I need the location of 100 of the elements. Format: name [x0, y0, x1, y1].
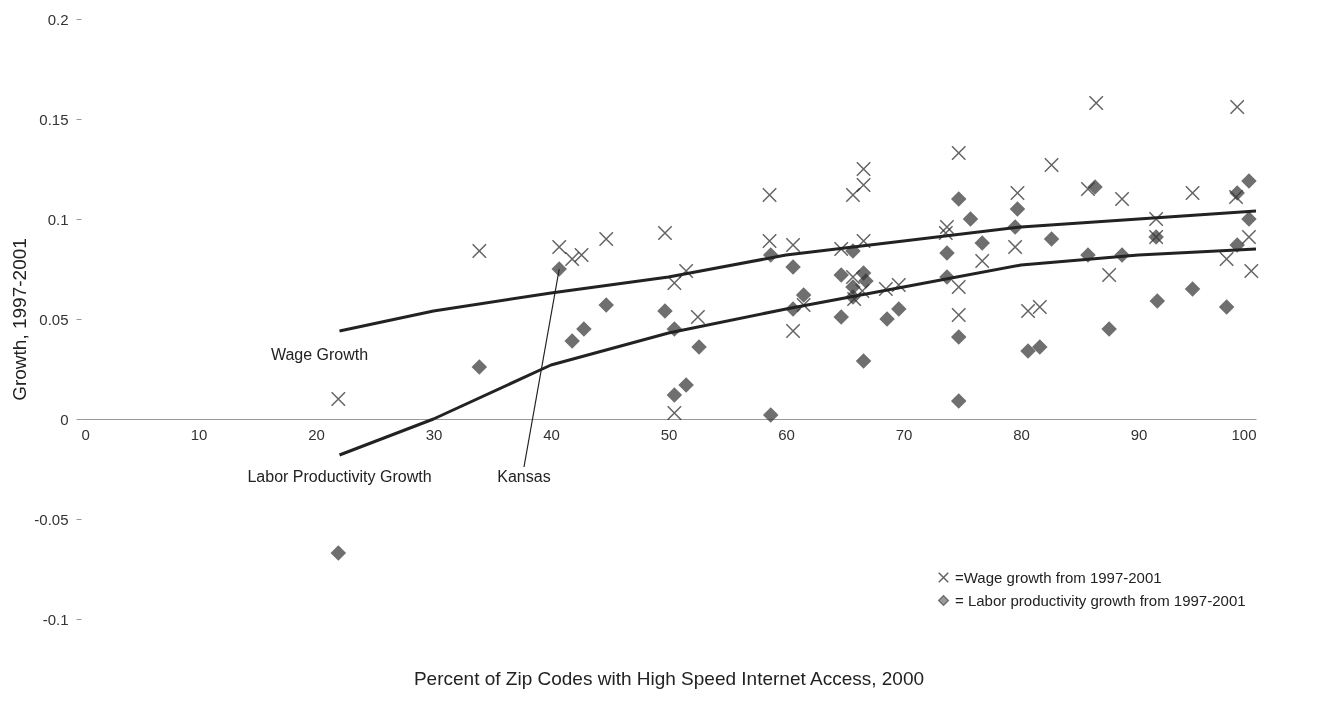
point: [763, 407, 779, 423]
x-tick-label: 90: [1130, 425, 1148, 443]
y-tick-label: -0.1: [42, 610, 69, 628]
point: [845, 187, 861, 203]
point: [879, 311, 895, 327]
point: [1114, 191, 1130, 207]
point: [330, 391, 346, 407]
point: [974, 235, 990, 251]
point: [666, 405, 682, 421]
point: [1010, 201, 1025, 217]
point: [1020, 343, 1036, 359]
point: [690, 309, 706, 325]
point: [1020, 303, 1036, 319]
y-tick-label: 0.15: [39, 110, 69, 128]
point: [1229, 99, 1245, 115]
point: [1243, 263, 1259, 279]
annotation: Kansas: [497, 468, 551, 485]
point: [951, 329, 967, 345]
point: [1219, 251, 1235, 267]
point: [1087, 179, 1103, 195]
point: [1044, 231, 1060, 247]
x-tick-label: 30: [425, 425, 443, 443]
point: [1032, 339, 1048, 355]
point: [1148, 211, 1164, 227]
point: [951, 191, 967, 207]
point: [974, 253, 990, 269]
point: [1241, 173, 1257, 189]
point: [574, 247, 590, 263]
x-tick-label: 40: [543, 425, 560, 443]
legend-label: =Wage growth from 1997-2001: [955, 568, 1162, 586]
point: [1007, 239, 1023, 255]
point: [856, 233, 872, 249]
point: [856, 161, 872, 177]
point: [963, 211, 978, 227]
point: [691, 339, 707, 355]
point: [785, 259, 801, 275]
point: [678, 377, 694, 393]
x-tick-label: 50: [660, 425, 678, 443]
x-tick-label: 10: [190, 425, 208, 443]
point: [1032, 299, 1048, 315]
x-tick-label: 100: [1231, 425, 1257, 443]
legend-label: = Labor productivity growth from 1997-2001: [955, 591, 1246, 609]
point: [938, 225, 954, 241]
point: [471, 359, 487, 375]
point: [939, 245, 955, 261]
point: [1044, 157, 1060, 173]
point: [858, 273, 874, 289]
point: [330, 545, 346, 561]
point: [796, 287, 812, 303]
point: [564, 333, 580, 349]
point: [833, 241, 849, 257]
x-tick-label: 20: [308, 425, 325, 443]
point: [762, 233, 778, 249]
x-tick-label: 80: [1013, 425, 1030, 443]
point: [891, 301, 907, 317]
point: [785, 237, 801, 253]
point: [1088, 95, 1104, 111]
point: [657, 225, 673, 241]
point: [471, 243, 487, 259]
point: [1228, 189, 1244, 205]
point: [796, 297, 812, 313]
y-tick-label: 0: [60, 410, 69, 428]
point: [845, 269, 861, 285]
point: [1229, 185, 1245, 201]
point: [951, 393, 967, 409]
point: [1101, 321, 1117, 337]
point: [833, 309, 849, 325]
point: [666, 387, 682, 403]
point: [1185, 281, 1201, 297]
point: [1149, 293, 1165, 309]
point: [1010, 185, 1025, 201]
point: [1185, 185, 1201, 201]
y-tick-label: -0.05: [34, 510, 69, 528]
point: [666, 275, 682, 291]
point: [598, 297, 614, 313]
point: [878, 281, 894, 297]
point: [939, 219, 955, 235]
point: [1241, 229, 1257, 245]
x-tick-label: 70: [895, 425, 913, 443]
x-tick-label: 60: [778, 425, 795, 443]
point: [951, 279, 967, 295]
point: [598, 231, 614, 247]
point: [678, 263, 694, 279]
point: [1101, 267, 1117, 283]
point: [891, 277, 907, 293]
point: [564, 251, 580, 267]
point: [1219, 299, 1235, 315]
point: [951, 307, 967, 323]
x-axis-title: Percent of Zip Codes with High Speed Internet Access, 2000: [413, 667, 925, 689]
y-axis-title: Growth, 1997-2001: [9, 238, 31, 401]
point: [951, 145, 967, 161]
point: [1241, 211, 1257, 227]
point: [1080, 181, 1096, 197]
point: [856, 177, 872, 193]
point: [833, 267, 849, 283]
series-label: Labor Productivity Growth: [247, 468, 432, 485]
x-tick-label: 0: [81, 425, 90, 443]
point: [551, 239, 567, 255]
point: [657, 303, 673, 319]
y-tick-label: 0.05: [39, 310, 69, 328]
